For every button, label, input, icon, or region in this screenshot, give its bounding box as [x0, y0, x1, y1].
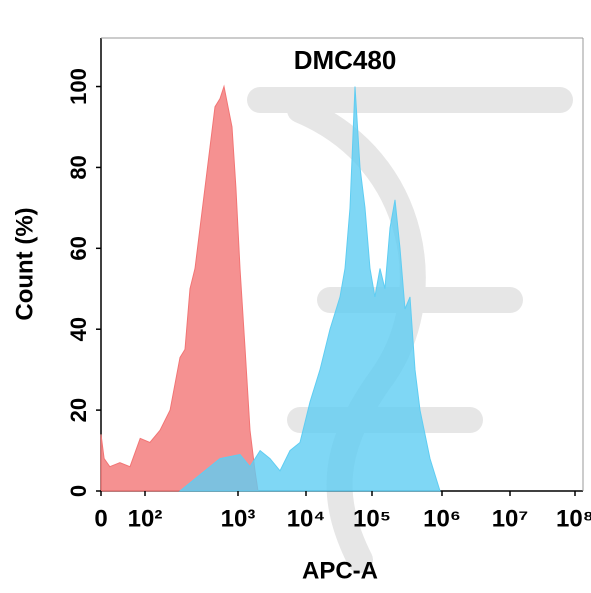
x-tick-label: 10⁵ — [353, 505, 391, 532]
x-tick-label: 10⁸ — [556, 505, 591, 532]
x-tick-label: 10² — [128, 505, 163, 532]
y-tick-label: 0 — [66, 485, 91, 497]
y-tick-label: 80 — [66, 155, 91, 179]
x-axis-label: APC-A — [302, 557, 378, 584]
chart-title: DMC480 — [294, 45, 397, 75]
histogram-area — [100, 84, 259, 492]
x-tick-label: 10⁶ — [423, 505, 461, 532]
y-tick-label: 100 — [66, 68, 91, 105]
y-tick-label: 20 — [66, 398, 91, 422]
histogram-area — [178, 86, 441, 492]
x-tick-label: 0 — [94, 505, 107, 532]
x-tick-label: 10⁴ — [287, 505, 326, 532]
y-tick-label: 40 — [66, 317, 91, 341]
y-tick-label: 60 — [66, 236, 91, 260]
y-axis-label: Count (%) — [11, 207, 38, 320]
x-tick-label: 10⁷ — [492, 505, 529, 532]
x-tick-label: 10³ — [221, 505, 256, 532]
